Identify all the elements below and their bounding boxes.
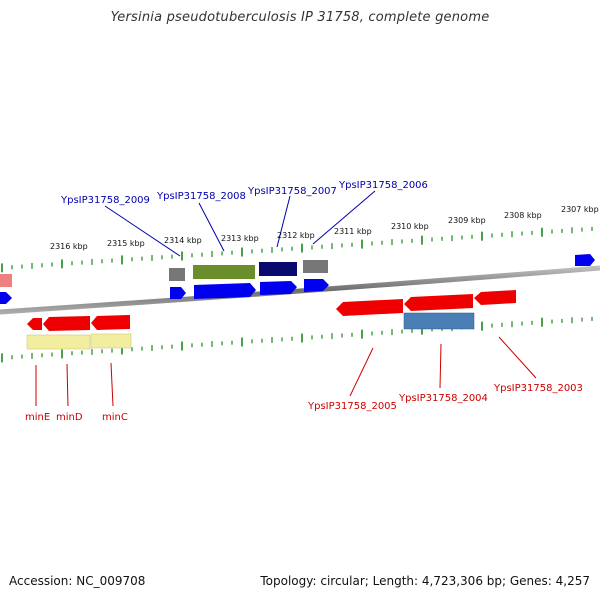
feature-block[interactable] <box>0 274 12 287</box>
reverse-cds-minE[interactable] <box>27 318 42 330</box>
forward-cds-arrow[interactable] <box>194 283 256 299</box>
scale-label: 2313 kbp <box>221 234 259 243</box>
scale-label: 2307 kbp <box>561 205 599 214</box>
feature-block-min[interactable] <box>26 334 91 350</box>
reverse-cds-minD[interactable] <box>43 316 90 331</box>
feature-block-2004[interactable] <box>403 312 475 330</box>
scale-label: 2309 kbp <box>448 216 486 225</box>
feature-block-2007[interactable] <box>259 262 297 276</box>
forward-cds-arrow[interactable] <box>575 254 595 266</box>
gene-label-2007[interactable]: YpsIP31758_2007 <box>247 186 337 197</box>
callout-line <box>439 343 442 389</box>
gene-label-2008[interactable]: YpsIP31758_2008 <box>156 191 246 202</box>
feature-block-2008[interactable] <box>193 265 255 279</box>
reverse-cds-minC[interactable] <box>91 315 130 330</box>
callout-lines <box>35 190 537 407</box>
reverse-cds-2003[interactable] <box>474 290 516 305</box>
forward-cds-arrow[interactable] <box>260 281 297 295</box>
scale-label: 2311 kbp <box>334 227 372 236</box>
top-gene-labels: YpsIP31758_2009 YpsIP31758_2008 YpsIP317… <box>60 180 428 206</box>
gene-label-2009[interactable]: YpsIP31758_2009 <box>60 195 150 206</box>
callout-line <box>198 202 225 252</box>
forward-cds-arrow[interactable] <box>170 287 186 299</box>
scale-labels: 2316 kbp 2315 kbp 2314 kbp 2313 kbp 2312… <box>50 205 599 251</box>
accession-text: Accession: NC_009708 <box>9 574 146 588</box>
lower-features <box>26 290 516 350</box>
callout-line <box>110 362 114 407</box>
callout-line <box>66 363 69 407</box>
reverse-cds-2005[interactable] <box>336 299 403 316</box>
gene-label-minC[interactable]: minC <box>102 412 128 423</box>
feature-block-2006[interactable] <box>303 260 328 273</box>
scale-label: 2315 kbp <box>107 239 145 248</box>
scale-label: 2314 kbp <box>164 236 202 245</box>
forward-cds-arrow[interactable] <box>0 292 12 304</box>
gene-label-2003[interactable]: YpsIP31758_2003 <box>493 383 583 394</box>
forward-cds-arrow[interactable] <box>304 279 329 292</box>
map-title: Yersinia pseudotuberculosis IP 31758, co… <box>110 10 490 25</box>
callout-line <box>312 190 376 245</box>
bottom-gene-labels: minE minD minC YpsIP31758_2005 YpsIP3175… <box>25 383 583 423</box>
callout-line <box>276 195 291 248</box>
callout-line <box>104 205 181 257</box>
scale-label: 2312 kbp <box>277 231 315 240</box>
scale-label: 2308 kbp <box>504 211 542 220</box>
gene-label-2004[interactable]: YpsIP31758_2004 <box>398 393 488 404</box>
feature-block-2009[interactable] <box>169 268 185 281</box>
top-tick-row <box>1 226 593 273</box>
reverse-cds-2004[interactable] <box>404 294 473 311</box>
gene-label-2006[interactable]: YpsIP31758_2006 <box>338 180 428 191</box>
gene-label-2005[interactable]: YpsIP31758_2005 <box>307 401 397 412</box>
feature-block-min[interactable] <box>90 333 132 349</box>
callout-line <box>498 336 537 379</box>
upper-features <box>0 254 595 304</box>
scale-label: 2310 kbp <box>391 222 429 231</box>
gene-label-minE[interactable]: minE <box>25 412 50 423</box>
callout-line <box>349 347 374 397</box>
genome-summary-text: Topology: circular; Length: 4,723,306 bp… <box>260 574 590 588</box>
gene-label-minD[interactable]: minD <box>56 412 83 423</box>
scale-label: 2316 kbp <box>50 242 88 251</box>
bottom-tick-row <box>1 316 593 363</box>
genome-backbone <box>0 265 600 315</box>
